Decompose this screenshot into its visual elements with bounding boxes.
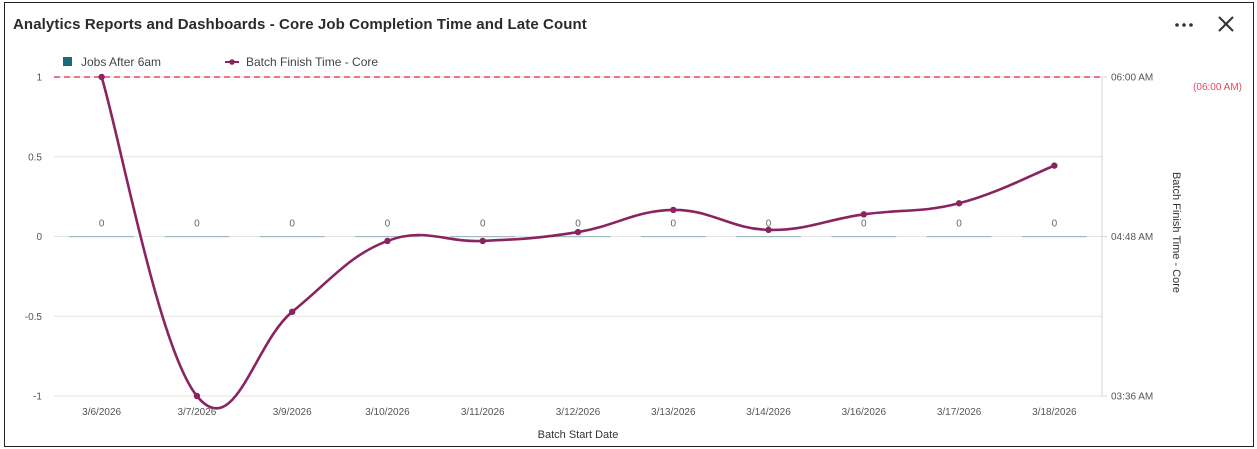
bar-data-label: 0 (385, 219, 391, 230)
x-tick-label: 3/11/2026 (461, 407, 505, 418)
x-tick-label: 3/9/2026 (273, 407, 312, 418)
line-point (765, 226, 772, 234)
left-tick-label: 0 (36, 232, 42, 243)
more-horizontal-icon (1175, 23, 1193, 27)
axis-layer: -1 -0.5 0 0.5 1 03:36 AM 04:48 AM 06:00 AM Batch… (25, 73, 1182, 442)
x-tick-label: 3/13/2026 (651, 407, 696, 418)
line-point (384, 237, 391, 245)
bar-data-label: 0 (99, 219, 105, 230)
reference-line-layer: (06:00 AM) (54, 76, 1242, 93)
x-tick-label: 3/18/2026 (1032, 407, 1077, 418)
bar (1021, 236, 1087, 238)
x-tick-label: 3/12/2026 (556, 407, 601, 418)
x-tick-label: 3/14/2026 (746, 407, 791, 418)
bar (69, 236, 135, 238)
bar-data-label: 0 (289, 219, 295, 230)
line-series-layer (98, 73, 1058, 410)
line-point (98, 73, 105, 81)
bar (259, 236, 325, 238)
line-point (955, 200, 963, 207)
x-tick-label: 3/10/2026 (365, 407, 410, 418)
line-point (1051, 162, 1058, 169)
x-tick-label: 3/7/2026 (177, 407, 216, 418)
more-options-button[interactable] (1171, 11, 1197, 37)
x-tick-label: 3/16/2026 (842, 407, 887, 418)
right-tick-label: 06:00 AM (1111, 73, 1153, 84)
x-axis-title: Batch Start Date (538, 429, 619, 441)
bar (831, 236, 897, 238)
line-point (670, 206, 677, 214)
legend-label: Batch Finish Time - Core (246, 55, 378, 69)
bar-data-label: 0 (480, 219, 486, 230)
line-point (479, 237, 486, 245)
right-tick-label: 04:48 AM (1111, 232, 1153, 243)
bar-data-label: 0 (575, 219, 581, 230)
bar-data-label: 0 (670, 219, 676, 230)
legend-item-batch-finish-time[interactable]: Batch Finish Time - Core (225, 55, 378, 69)
left-tick-label: -1 (33, 392, 42, 403)
bar (926, 236, 992, 238)
legend-label: Jobs After 6am (81, 55, 161, 69)
series-line (100, 76, 1055, 410)
bar (545, 236, 611, 238)
close-icon (1218, 16, 1234, 32)
reference-line-label: (06:00 AM) (1193, 82, 1242, 93)
close-button[interactable] (1213, 11, 1239, 37)
bar-data-label: 0 (956, 219, 962, 230)
line-point (288, 308, 296, 316)
right-tick-label: 03:36 AM (1111, 392, 1153, 403)
legend-swatch (63, 57, 72, 66)
x-tick-label: 3/6/2026 (82, 407, 121, 418)
legend-item-jobs-after-6am[interactable]: Jobs After 6am (63, 55, 161, 69)
left-tick-label: 0.5 (28, 152, 42, 163)
line-point (193, 392, 201, 400)
bar-series-layer: 0 0 0 0 0 0 0 0 0 0 0 (69, 219, 1087, 238)
bar-data-label: 0 (1052, 219, 1058, 230)
bar (450, 236, 516, 238)
left-tick-label: -0.5 (25, 312, 43, 323)
line-point (860, 211, 868, 218)
bar (736, 236, 801, 238)
legend-marker (229, 59, 235, 65)
panel-title: Analytics Reports and Dashboards - Core … (13, 16, 587, 33)
bar-data-label: 0 (194, 219, 200, 230)
bar (355, 236, 420, 238)
left-tick-label: 1 (36, 73, 42, 84)
bar (164, 236, 230, 238)
right-axis-title: Batch Finish Time - Core (1170, 172, 1182, 293)
bar (640, 236, 706, 238)
chart-panel: Analytics Reports and Dashboards - Core … (4, 2, 1254, 447)
line-point (574, 228, 582, 236)
bar-data-label: 0 (766, 219, 772, 230)
x-tick-label: 3/17/2026 (937, 407, 982, 418)
legend[interactable]: Jobs After 6am Batch Finish Time - Core (63, 55, 378, 69)
combo-chart: (06:00 AM) 0 0 0 0 0 0 0 0 0 0 0 -1 -0.5 0 0.5 1 03:36 … (25, 55, 1242, 442)
bar-data-label: 0 (861, 219, 867, 230)
